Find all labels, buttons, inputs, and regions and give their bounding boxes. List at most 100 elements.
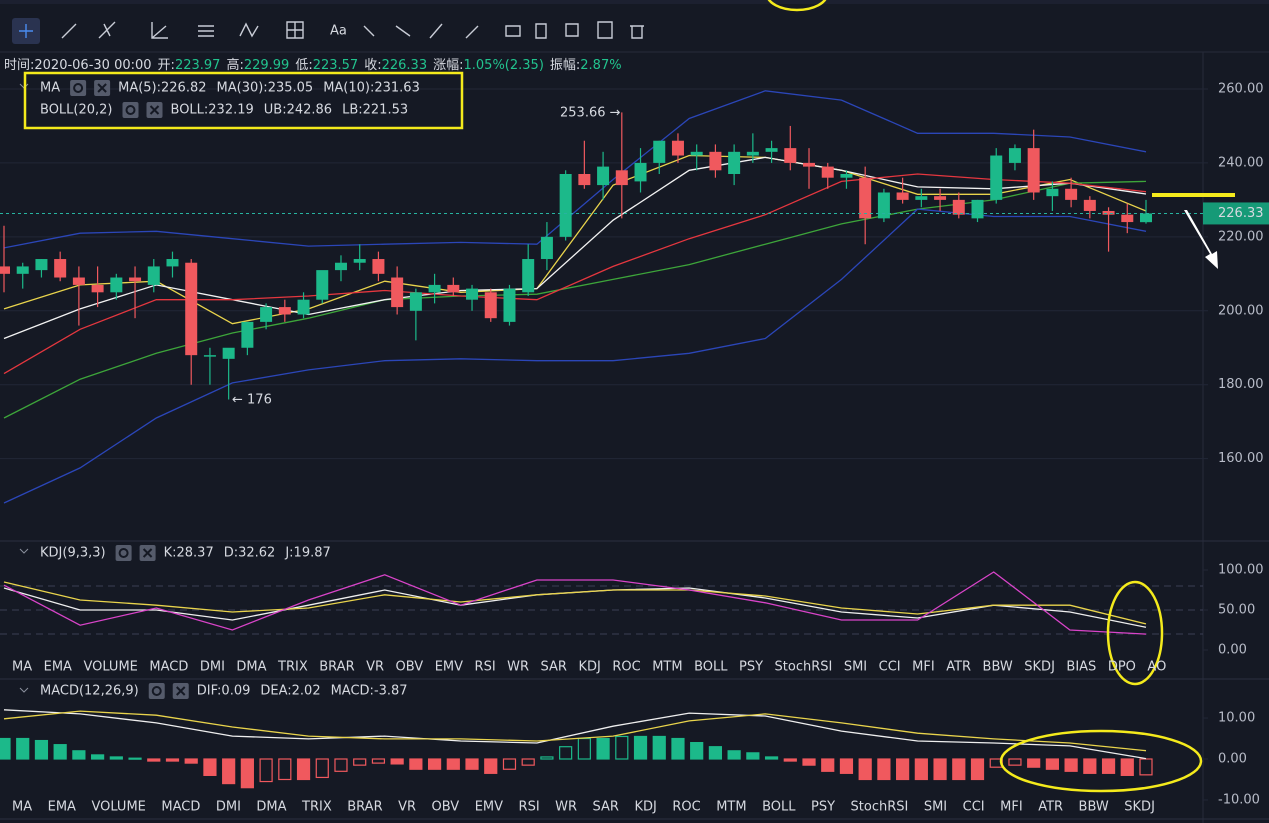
y-tick-label: 50.00 bbox=[1218, 603, 1255, 618]
candle-body bbox=[503, 288, 516, 322]
indicator-tab[interactable]: BRAR bbox=[347, 800, 382, 815]
highlight-ellipse bbox=[999, 729, 1203, 793]
histogram-bar bbox=[184, 758, 198, 764]
y-tick-label: 260.00 bbox=[1218, 81, 1264, 96]
indicator-tab[interactable]: BRAR bbox=[319, 660, 354, 675]
indicator-tab[interactable]: MFI bbox=[912, 660, 935, 675]
close-icon[interactable] bbox=[176, 686, 186, 696]
indicator-tab[interactable]: ATR bbox=[946, 660, 971, 675]
indicator-tab[interactable]: CCI bbox=[963, 800, 985, 815]
indicator-tab[interactable]: BOLL bbox=[694, 660, 728, 675]
indicator-tab[interactable]: RSI bbox=[475, 660, 496, 675]
indicator-tab[interactable]: SMI bbox=[924, 800, 947, 815]
indicator-tab[interactable]: RSI bbox=[519, 800, 540, 815]
close-icon[interactable] bbox=[97, 83, 107, 93]
indicator-tab[interactable]: VOLUME bbox=[91, 800, 145, 815]
candle-body bbox=[896, 192, 909, 200]
indicator-tab[interactable]: MACD bbox=[161, 800, 200, 815]
histogram-bar bbox=[1083, 758, 1097, 774]
indicator-tab[interactable]: VR bbox=[398, 800, 416, 815]
indicator-tab[interactable]: ROC bbox=[672, 800, 700, 815]
indicator-tab[interactable]: DMA bbox=[256, 800, 286, 815]
indicator-tab[interactable]: AO bbox=[1147, 660, 1166, 675]
indicator-tab[interactable]: TRIX bbox=[277, 660, 308, 675]
candle-body bbox=[1008, 148, 1021, 163]
candle-body bbox=[35, 259, 48, 271]
indicator-tab[interactable]: MTM bbox=[716, 800, 746, 815]
indicator-tab[interactable]: EMA bbox=[48, 800, 76, 815]
indicator-tab[interactable]: ROC bbox=[612, 660, 640, 675]
histogram-bar bbox=[633, 735, 648, 760]
indicator-tab[interactable]: BIAS bbox=[1066, 660, 1096, 675]
indicator-tab[interactable]: EMA bbox=[44, 660, 72, 675]
indicator-tab[interactable]: EMV bbox=[435, 660, 463, 675]
indicator-tab[interactable]: KDJ bbox=[578, 660, 600, 675]
candle-body bbox=[428, 284, 441, 293]
indicator-tab[interactable]: DMI bbox=[216, 800, 241, 815]
histogram-bar bbox=[165, 758, 180, 762]
tool-icons[interactable] bbox=[61, 21, 644, 39]
indicator-tab[interactable]: MACD bbox=[149, 660, 188, 675]
indicator-tab[interactable]: StochRSI bbox=[775, 660, 833, 675]
indicator-value: J:19.87 bbox=[284, 546, 330, 561]
plot bbox=[0, 88, 1208, 801]
candle-body bbox=[72, 277, 85, 285]
indicator-tab[interactable]: KDJ bbox=[634, 800, 656, 815]
histogram-bar bbox=[1101, 758, 1116, 774]
text-tool[interactable]: Aa bbox=[330, 24, 347, 39]
indicator-tab[interactable]: OBV bbox=[396, 660, 424, 675]
y-tick-label: 200.00 bbox=[1218, 303, 1264, 318]
indicator-tab[interactable]: StochRSI bbox=[851, 800, 909, 815]
candle-body bbox=[540, 236, 553, 260]
histogram-bar bbox=[970, 758, 985, 781]
indicator-line bbox=[3, 710, 1147, 752]
histogram-bar bbox=[1120, 758, 1134, 776]
histogram-bar bbox=[521, 758, 535, 766]
indicator-tab[interactable]: DPO bbox=[1108, 660, 1136, 675]
indicator-tab[interactable]: SAR bbox=[593, 800, 619, 815]
indicator-tab[interactable]: MA bbox=[12, 800, 32, 815]
histogram-bar bbox=[727, 750, 741, 760]
indicator-tab[interactable]: BBW bbox=[1079, 800, 1109, 815]
indicator-tab[interactable]: SKDJ bbox=[1124, 800, 1155, 815]
candle-body bbox=[934, 196, 947, 200]
indicator-tab[interactable]: TRIX bbox=[301, 800, 332, 815]
indicator-tab[interactable]: PSY bbox=[739, 660, 763, 675]
indicator-tab[interactable]: WR bbox=[555, 800, 577, 815]
indicator-tab[interactable]: DMI bbox=[200, 660, 225, 675]
indicator-line bbox=[3, 581, 1147, 625]
indicator-tab[interactable]: BBW bbox=[983, 660, 1013, 675]
indicator-tab[interactable]: ATR bbox=[1038, 800, 1063, 815]
indicator-tab[interactable]: MA bbox=[12, 660, 32, 675]
indicator-tab[interactable]: SAR bbox=[541, 660, 567, 675]
indicator-tab[interactable]: MTM bbox=[652, 660, 682, 675]
candle-body bbox=[746, 151, 759, 156]
histogram-bar bbox=[652, 735, 666, 760]
close-icon[interactable] bbox=[149, 105, 160, 115]
indicator-tab[interactable]: DMA bbox=[236, 660, 266, 675]
indicator-tab[interactable]: MFI bbox=[1000, 800, 1023, 815]
histogram-bar bbox=[858, 758, 872, 781]
indicator-tab[interactable]: EMV bbox=[475, 800, 503, 815]
indicator-tab[interactable]: SKDJ bbox=[1024, 660, 1055, 675]
indicator-tab[interactable]: BOLL bbox=[762, 800, 796, 815]
y-tick-label: 240.00 bbox=[1218, 155, 1264, 170]
indicator-tab[interactable]: CCI bbox=[879, 660, 901, 675]
candle-body bbox=[821, 166, 834, 178]
indicator-tab[interactable]: WR bbox=[507, 660, 529, 675]
indicator-tab[interactable]: SMI bbox=[844, 660, 867, 675]
histogram-bar bbox=[502, 758, 517, 770]
histogram-bar bbox=[1139, 758, 1153, 776]
toolbar bbox=[12, 18, 644, 44]
histogram-bar bbox=[933, 758, 947, 781]
close-icon[interactable] bbox=[142, 548, 153, 558]
info-label: 高: bbox=[226, 57, 243, 73]
indicator-tab[interactable]: VR bbox=[366, 660, 384, 675]
candle-body bbox=[334, 262, 347, 271]
info-value: 223.57 bbox=[313, 58, 359, 73]
indicator-tab[interactable]: VOLUME bbox=[83, 660, 137, 675]
indicator-tab[interactable]: PSY bbox=[811, 800, 835, 815]
highlight-box bbox=[23, 71, 464, 130]
indicator-tab[interactable]: OBV bbox=[432, 800, 460, 815]
y-tick-label: 10.00 bbox=[1218, 711, 1255, 726]
